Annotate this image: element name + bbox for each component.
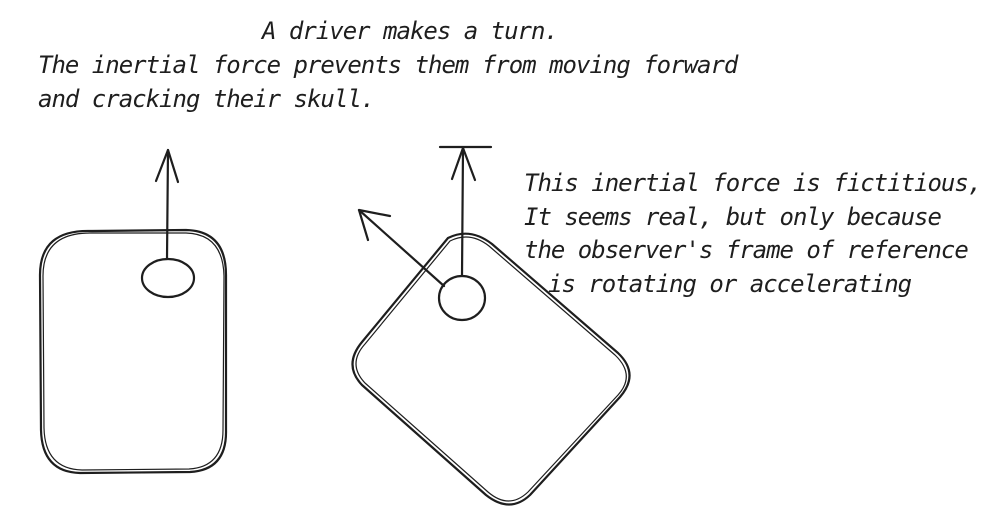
caption-line-3: and cracking their skull. [38,85,375,113]
right-diagonal-arrow-shaft [357,208,446,288]
left-arrow-head [154,148,180,184]
left-car-body-sketch [42,232,225,471]
right-vertical-arrow-shaft [460,146,465,278]
left-car [38,148,228,475]
right-car [351,145,631,506]
right-driver-head [437,274,487,322]
note-line-3: the observer's frame of reference [524,236,969,264]
note-line-2: It seems real, but only because [524,203,942,231]
left-arrow-shaft [165,148,170,261]
right-car-body-sketch [355,236,627,502]
note-line-1: This inertial force is fictitious, [524,169,982,197]
right-diagonal-arrow-head [357,208,392,242]
right-car-body [351,232,631,506]
left-driver-head [140,257,196,299]
note-line-4: is rotating or accelerating [548,270,912,298]
caption-line-2: The inertial force prevents them from mo… [38,51,738,79]
caption-line-1: A driver makes a turn. [262,17,559,45]
left-car-body [38,228,228,475]
